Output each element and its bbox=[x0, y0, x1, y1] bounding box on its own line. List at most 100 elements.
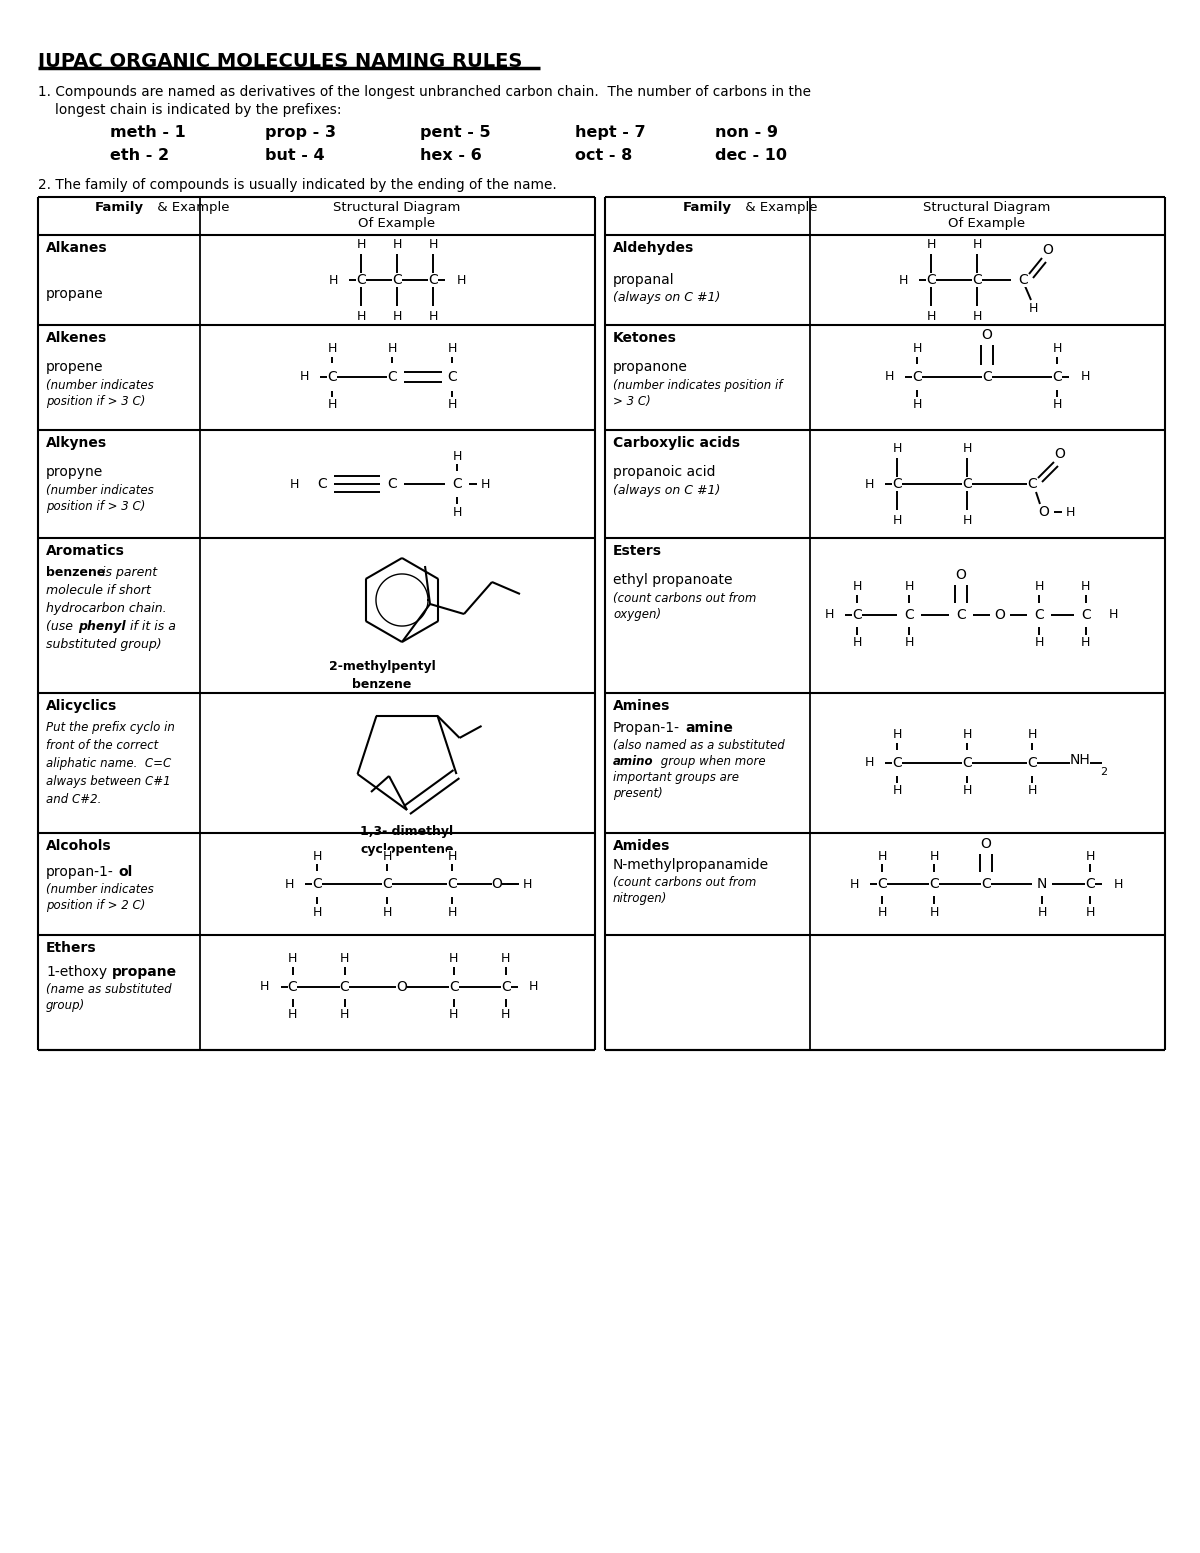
Text: oxygen): oxygen) bbox=[613, 609, 661, 621]
Text: position if > 3 C): position if > 3 C) bbox=[46, 394, 145, 408]
Text: group when more: group when more bbox=[658, 755, 766, 769]
Text: H: H bbox=[864, 477, 874, 491]
Text: C: C bbox=[1027, 477, 1037, 491]
Text: eth - 2: eth - 2 bbox=[110, 148, 169, 163]
Text: important groups are: important groups are bbox=[613, 770, 739, 784]
Text: always between C#1: always between C#1 bbox=[46, 775, 170, 787]
Text: amino: amino bbox=[613, 755, 654, 769]
Text: (name as substituted: (name as substituted bbox=[46, 983, 172, 995]
Text: C: C bbox=[982, 877, 991, 891]
Text: Carboxylic acids: Carboxylic acids bbox=[613, 436, 740, 450]
Text: C: C bbox=[392, 273, 402, 287]
Text: propane: propane bbox=[112, 964, 178, 978]
Text: oct - 8: oct - 8 bbox=[575, 148, 632, 163]
Text: H: H bbox=[340, 1008, 349, 1022]
Text: H: H bbox=[929, 849, 938, 862]
Text: H: H bbox=[329, 273, 337, 286]
Text: group): group) bbox=[46, 999, 85, 1013]
Text: present): present) bbox=[613, 787, 662, 800]
Text: C: C bbox=[382, 877, 392, 891]
Text: H: H bbox=[288, 1008, 298, 1022]
Text: C: C bbox=[962, 477, 972, 491]
Text: prop - 3: prop - 3 bbox=[265, 124, 336, 140]
Text: H: H bbox=[428, 238, 438, 250]
Text: C: C bbox=[912, 370, 922, 384]
Text: and C#2.: and C#2. bbox=[46, 794, 101, 806]
Text: C: C bbox=[892, 477, 902, 491]
Text: > 3 C): > 3 C) bbox=[613, 394, 650, 408]
Text: H: H bbox=[328, 399, 337, 412]
Text: nitrogen): nitrogen) bbox=[613, 891, 667, 905]
Text: H: H bbox=[289, 477, 299, 491]
Text: H: H bbox=[926, 238, 936, 250]
Text: H: H bbox=[1114, 877, 1123, 890]
Text: is parent: is parent bbox=[98, 565, 157, 579]
Text: Of Example: Of Example bbox=[948, 217, 1026, 230]
Text: H: H bbox=[452, 505, 462, 519]
Text: C: C bbox=[1034, 609, 1044, 623]
Text: H: H bbox=[383, 905, 391, 918]
Text: Of Example: Of Example bbox=[359, 217, 436, 230]
Text: propene: propene bbox=[46, 360, 103, 374]
Text: O: O bbox=[995, 609, 1006, 623]
Text: & Example: & Example bbox=[742, 200, 817, 213]
Text: Put the prefix cyclo in: Put the prefix cyclo in bbox=[46, 721, 175, 735]
Text: C: C bbox=[312, 877, 322, 891]
Text: H: H bbox=[884, 371, 894, 384]
Text: H: H bbox=[392, 238, 402, 250]
Text: C: C bbox=[328, 370, 337, 384]
Text: C: C bbox=[956, 609, 966, 623]
Text: C: C bbox=[877, 877, 887, 891]
Text: C: C bbox=[356, 273, 366, 287]
Text: H: H bbox=[962, 784, 972, 798]
Text: propanoic acid: propanoic acid bbox=[613, 464, 715, 478]
Text: IUPAC ORGANIC MOLECULES NAMING RULES: IUPAC ORGANIC MOLECULES NAMING RULES bbox=[38, 51, 522, 71]
Text: O: O bbox=[1043, 242, 1054, 256]
Text: H: H bbox=[893, 514, 901, 526]
Text: H: H bbox=[340, 952, 349, 966]
Text: H: H bbox=[893, 784, 901, 798]
Text: C: C bbox=[317, 477, 326, 491]
Text: C: C bbox=[449, 980, 458, 994]
Text: propanone: propanone bbox=[613, 360, 688, 374]
Text: H: H bbox=[962, 728, 972, 741]
Text: (count carbons out from: (count carbons out from bbox=[613, 876, 756, 888]
Text: Alicyclics: Alicyclics bbox=[46, 699, 118, 713]
Text: H: H bbox=[877, 849, 887, 862]
Text: C: C bbox=[1052, 370, 1062, 384]
Text: Aldehydes: Aldehydes bbox=[613, 241, 695, 255]
Text: (number indicates: (number indicates bbox=[46, 485, 154, 497]
Text: C: C bbox=[388, 370, 397, 384]
Text: H: H bbox=[912, 343, 922, 356]
Text: H: H bbox=[1081, 581, 1091, 593]
Text: H: H bbox=[260, 980, 269, 994]
Text: cyclopentene: cyclopentene bbox=[360, 843, 454, 856]
Text: H: H bbox=[388, 343, 397, 356]
Text: H: H bbox=[1034, 637, 1044, 649]
Text: H: H bbox=[428, 309, 438, 323]
Text: Structural Diagram: Structural Diagram bbox=[334, 202, 461, 214]
Text: H: H bbox=[926, 309, 936, 323]
Text: longest chain is indicated by the prefixes:: longest chain is indicated by the prefix… bbox=[55, 102, 342, 116]
Text: O: O bbox=[955, 568, 966, 582]
Text: benzene: benzene bbox=[353, 679, 412, 691]
Text: H: H bbox=[912, 399, 922, 412]
Text: C: C bbox=[926, 273, 936, 287]
Text: Esters: Esters bbox=[613, 544, 662, 558]
Text: Ketones: Ketones bbox=[613, 331, 677, 345]
Text: H: H bbox=[1109, 609, 1118, 621]
Text: molecule if short: molecule if short bbox=[46, 584, 151, 596]
Text: C: C bbox=[428, 273, 438, 287]
Text: H: H bbox=[1085, 905, 1094, 918]
Text: O: O bbox=[1038, 505, 1050, 519]
Text: hex - 6: hex - 6 bbox=[420, 148, 481, 163]
Text: (number indicates: (number indicates bbox=[46, 379, 154, 391]
Text: H: H bbox=[1027, 784, 1037, 798]
Text: NH: NH bbox=[1069, 753, 1091, 767]
Text: H: H bbox=[312, 849, 322, 862]
Text: H: H bbox=[299, 371, 308, 384]
Text: Structural Diagram: Structural Diagram bbox=[923, 202, 1051, 214]
Text: (always on C #1): (always on C #1) bbox=[613, 485, 720, 497]
Text: H: H bbox=[356, 309, 366, 323]
Text: H: H bbox=[452, 449, 462, 463]
